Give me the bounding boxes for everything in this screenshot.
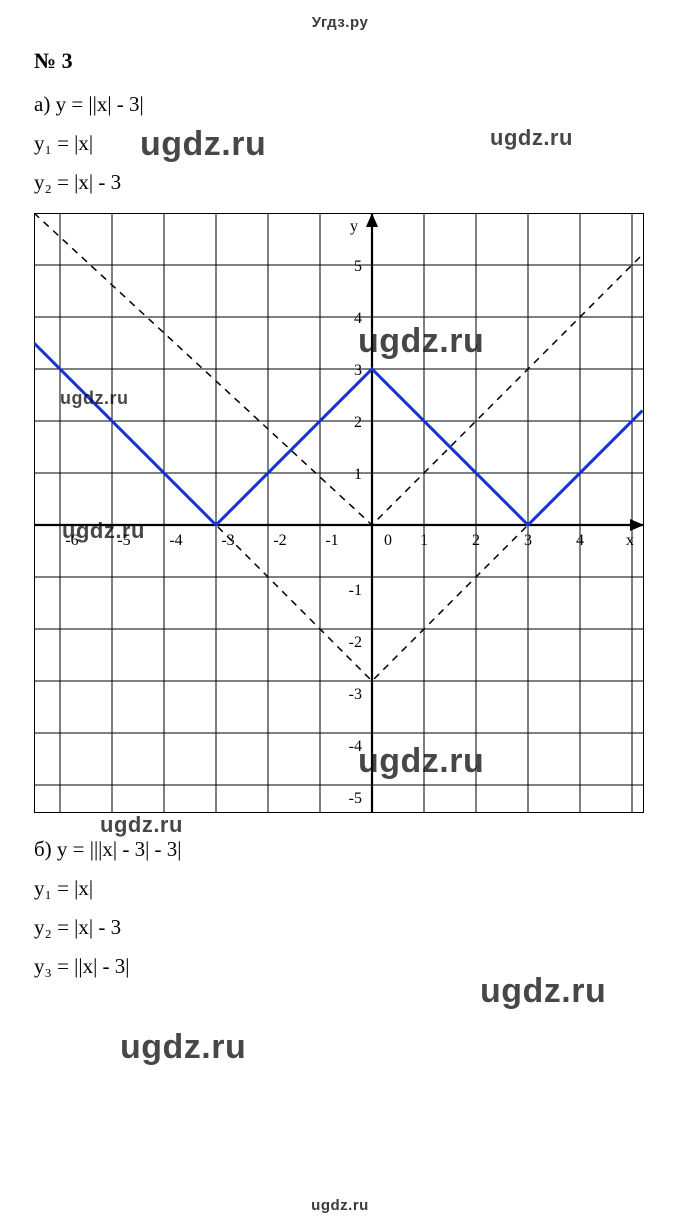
svg-text:-1: -1 <box>325 532 338 549</box>
svg-text:0: 0 <box>384 532 392 549</box>
part-b-y2: y₂ = |x| - 3 <box>34 915 646 940</box>
svg-text:5: 5 <box>354 258 362 275</box>
svg-text:1: 1 <box>354 466 362 483</box>
svg-text:-3: -3 <box>221 532 234 549</box>
svg-text:x: x <box>626 532 634 549</box>
svg-text:1: 1 <box>420 532 428 549</box>
svg-text:2: 2 <box>354 414 362 431</box>
graph-container: -6 -5 -4 -3 -2 -1 0 1 2 3 4 x -5 -4 -3 -2 -1 1 2 3 4 5 y <box>34 213 646 813</box>
svg-text:y: y <box>350 218 358 235</box>
svg-text:4: 4 <box>576 532 584 549</box>
watermark-text: ugdz.ru <box>120 1028 246 1067</box>
svg-text:-3: -3 <box>349 686 362 703</box>
part-a-equation: а) y = ||x| - 3| <box>34 92 646 117</box>
exercise-number: № 3 <box>34 48 646 74</box>
svg-text:-6: -6 <box>65 532 78 549</box>
svg-text:3: 3 <box>354 362 362 379</box>
svg-text:4: 4 <box>354 310 362 327</box>
page-content: № 3 а) y = ||x| - 3| y₁ = |x| y₂ = |x| -… <box>0 0 680 1023</box>
part-b-equation: б) y = |||x| - 3| - 3| <box>34 837 646 862</box>
svg-text:-1: -1 <box>349 582 362 599</box>
part-a-y2: y₂ = |x| - 3 <box>34 170 646 195</box>
part-b-y1: y₁ = |x| <box>34 876 646 901</box>
svg-text:-5: -5 <box>117 532 130 549</box>
svg-text:-5: -5 <box>349 790 362 807</box>
footer-watermark: ugdz.ru <box>311 1197 369 1214</box>
svg-text:-4: -4 <box>349 738 362 755</box>
function-graph: -6 -5 -4 -3 -2 -1 0 1 2 3 4 x -5 -4 -3 -2 -1 1 2 3 4 5 y <box>34 213 644 813</box>
part-a-y1: y₁ = |x| <box>34 131 646 156</box>
svg-text:2: 2 <box>472 532 480 549</box>
svg-text:3: 3 <box>524 532 532 549</box>
part-b-y3: y₃ = ||x| - 3| <box>34 954 646 979</box>
svg-text:-4: -4 <box>169 532 182 549</box>
svg-text:-2: -2 <box>349 634 362 651</box>
svg-text:-2: -2 <box>273 532 286 549</box>
